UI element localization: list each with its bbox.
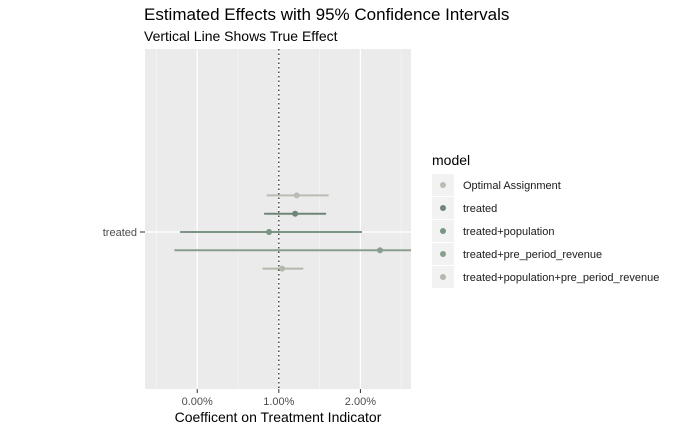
y-tick-label: treated bbox=[103, 227, 137, 239]
legend-label: treated+pre_period_revenue bbox=[463, 249, 602, 261]
legend-point bbox=[440, 205, 446, 211]
legend-item: treated+population bbox=[432, 220, 554, 242]
legend-item: Optimal Assignment bbox=[432, 174, 561, 196]
estimate-point bbox=[266, 229, 273, 235]
estimate-point bbox=[376, 247, 383, 254]
legend-label: treated bbox=[463, 203, 497, 215]
legend-item: treated+pre_period_revenue bbox=[432, 243, 602, 265]
x-tick-label: 1.00% bbox=[263, 396, 294, 408]
chart-title: Estimated Effects with 95% Confidence In… bbox=[144, 5, 509, 24]
series-0 bbox=[266, 192, 329, 199]
estimate-point bbox=[292, 210, 299, 217]
estimate-point bbox=[279, 265, 286, 272]
series-2 bbox=[180, 229, 363, 235]
chart-subtitle: Vertical Line Shows True Effect bbox=[144, 28, 338, 44]
minor-gridlines bbox=[156, 49, 402, 389]
legend-label: treated+population+pre_period_revenue bbox=[463, 272, 659, 284]
legend-point bbox=[440, 251, 446, 257]
legend-title: model bbox=[432, 152, 470, 168]
x-axis-ticks: 0.00% 1.00% 2.00% bbox=[182, 389, 376, 408]
estimate-point bbox=[293, 192, 300, 199]
legend-item: treated bbox=[432, 197, 497, 219]
legend-point bbox=[440, 228, 446, 234]
legend-label: treated+population bbox=[463, 226, 554, 238]
series-layer bbox=[174, 192, 411, 272]
legend-label: Optimal Assignment bbox=[463, 180, 561, 192]
series-3 bbox=[174, 247, 411, 254]
legend-point bbox=[440, 182, 446, 188]
x-axis-label: Coefficent on Treatment Indicator bbox=[175, 409, 382, 425]
legend: Optimal Assignment treated treated+populat… bbox=[432, 174, 659, 288]
legend-item: treated+population+pre_period_revenue bbox=[432, 266, 659, 288]
major-gridlines bbox=[145, 49, 411, 389]
x-tick-label: 0.00% bbox=[182, 396, 213, 408]
x-tick-label: 2.00% bbox=[345, 396, 376, 408]
series-4 bbox=[262, 265, 304, 272]
legend-point bbox=[440, 274, 446, 280]
series-1 bbox=[264, 210, 327, 217]
plot-panel bbox=[145, 49, 411, 389]
